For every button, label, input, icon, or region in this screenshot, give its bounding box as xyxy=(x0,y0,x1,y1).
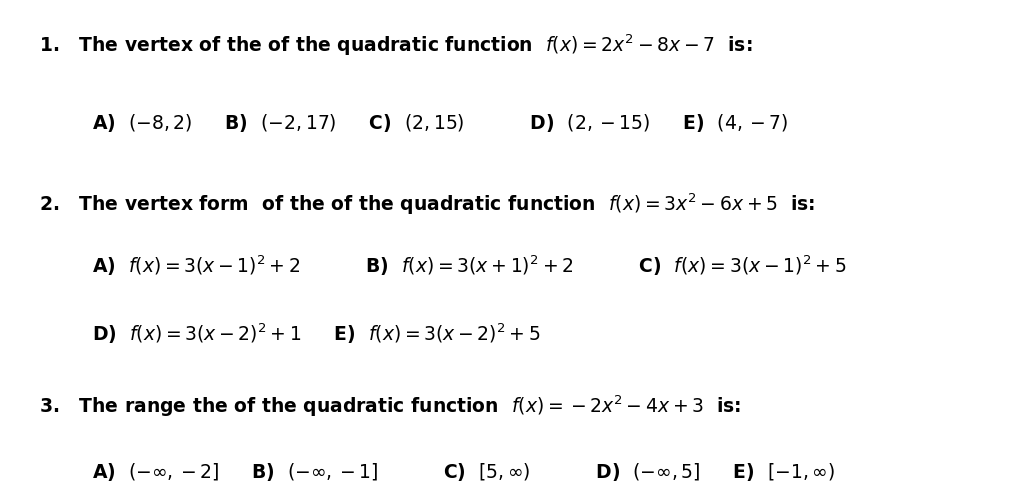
Text: A)  $(-\infty,-2]$     B)  $(-\infty,-1]$          C)  $[5,\infty)$          D) : A) $(-\infty,-2]$ B) $(-\infty,-1]$ C) $… xyxy=(92,461,834,483)
Text: A)  $(-8,2)$     B)  $(-2,17)$     C)  $(2,15)$          D)  $(2,-15)$     E)  $: A) $(-8,2)$ B) $(-2,17)$ C) $(2,15)$ D) … xyxy=(92,112,788,134)
Text: 1.   The vertex of the of the quadratic function  $f(x)=2x^2-8x-7$  is:: 1. The vertex of the of the quadratic fu… xyxy=(39,32,751,58)
Text: 3.   The range the of the quadratic function  $f(x)=-2x^2-4x+3$  is:: 3. The range the of the quadratic functi… xyxy=(39,393,741,419)
Text: A)  $f(x)=3(x-1)^2+2$          B)  $f(x)=3(x+1)^2+2$          C)  $f(x)=3(x-1)^2: A) $f(x)=3(x-1)^2+2$ B) $f(x)=3(x+1)^2+2… xyxy=(92,254,845,278)
Text: 2.   The vertex form  of the of the quadratic function  $f(x)=3x^2-6x+5$  is:: 2. The vertex form of the of the quadrat… xyxy=(39,192,814,217)
Text: D)  $f(x)=3(x-2)^2+1$     E)  $f(x)=3(x-2)^2+5$: D) $f(x)=3(x-2)^2+1$ E) $f(x)=3(x-2)^2+5… xyxy=(92,321,540,346)
